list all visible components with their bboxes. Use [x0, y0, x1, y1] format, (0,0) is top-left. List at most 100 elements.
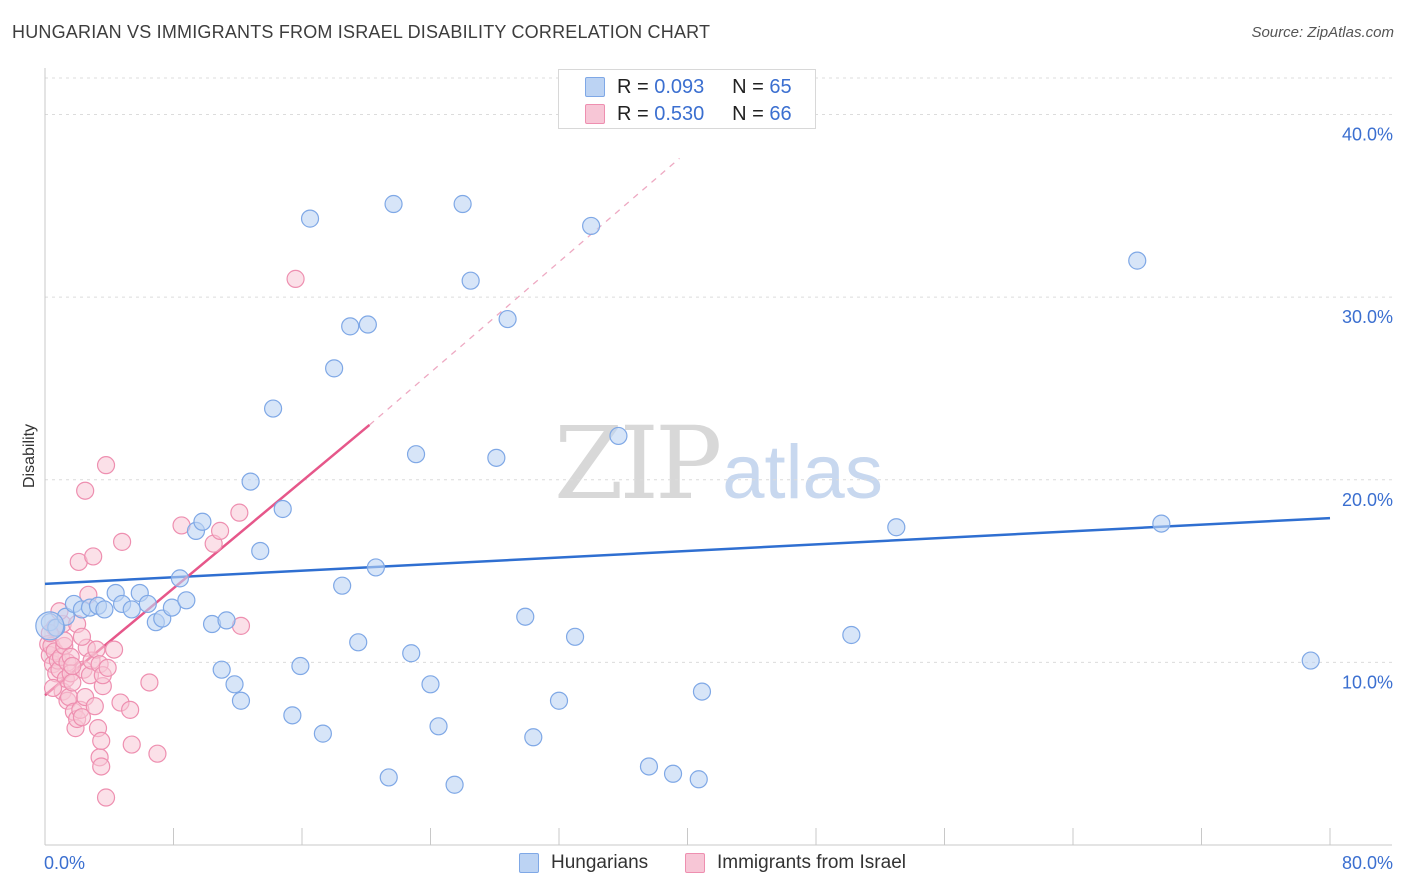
legend-label: Immigrants from Israel: [717, 852, 906, 873]
point-israel: [43, 678, 63, 698]
point-hungarian: [170, 569, 190, 588]
legend-swatch-pink: [585, 104, 605, 124]
point-hungarian: [384, 194, 403, 214]
y-tick-label: 10.0%: [1342, 672, 1393, 692]
data-points: [35, 194, 1320, 807]
watermark: ZIPatlas: [554, 405, 883, 522]
point-hungarian: [498, 309, 517, 329]
point-hungarian: [300, 209, 320, 228]
point-hungarian: [461, 271, 480, 290]
point-israel: [122, 735, 141, 754]
x-tick-label: 80.0%: [1342, 853, 1393, 873]
point-hungarian: [887, 518, 906, 537]
point-hungarian: [263, 399, 283, 418]
point-hungarian: [689, 770, 708, 789]
y-tick-label: 40.0%: [1342, 125, 1393, 145]
legend-item-hungarians: Hungarians: [519, 852, 648, 874]
point-hungarian: [639, 757, 659, 776]
n-label: N =: [732, 75, 764, 98]
point-hungarian: [341, 317, 360, 336]
point-hungarian: [692, 682, 712, 701]
legend-item-israel: Immigrants from Israel: [685, 852, 906, 874]
point-hungarian: [241, 472, 260, 491]
r-value: 0.093: [654, 75, 705, 98]
point-israel: [76, 481, 95, 500]
point-hungarian: [217, 611, 236, 630]
n-label: N =: [732, 102, 764, 125]
y-axis-label: Disability: [21, 424, 38, 488]
correlation-legend: R = 0.093 N = 65 R = 0.530 N = 66: [558, 69, 816, 129]
point-hungarian: [549, 691, 569, 710]
point-hungarian: [325, 359, 344, 378]
point-israel: [96, 456, 116, 475]
watermark-zip: ZIP: [554, 405, 722, 522]
point-hungarian: [333, 576, 352, 595]
point-hungarian: [379, 768, 398, 787]
point-israel: [72, 627, 92, 646]
point-hungarian: [273, 499, 292, 519]
trend-lines: [44, 157, 1331, 697]
legend-text: R = 0.093 N = 65: [617, 76, 792, 99]
source-label: Source: ZipAtlas.com: [1251, 24, 1394, 41]
n-value: 65: [769, 75, 792, 98]
point-hungarian: [162, 598, 181, 617]
point-hungarian: [291, 656, 310, 676]
point-hungarian: [225, 675, 244, 694]
point-hungarian: [516, 607, 535, 626]
r-label: R =: [617, 75, 649, 98]
point-israel: [286, 269, 305, 288]
point-israel: [230, 503, 249, 522]
point-israel: [85, 697, 104, 716]
r-value: 0.530: [654, 102, 705, 125]
point-hungarian: [1128, 251, 1147, 270]
point-hungarian: [231, 691, 251, 710]
point-hungarian: [582, 216, 601, 236]
chart-title: HUNGARIAN VS IMMIGRANTS FROM ISRAEL DISA…: [12, 22, 711, 42]
legend-swatch-blue: [519, 853, 539, 873]
point-israel: [104, 640, 124, 659]
point-hungarian: [122, 600, 141, 619]
point-hungarian: [406, 445, 426, 464]
point-hungarian: [138, 594, 157, 614]
point-israel: [112, 532, 132, 551]
point-hungarian: [402, 644, 421, 663]
point-israel: [210, 521, 230, 540]
point-israel: [96, 788, 116, 807]
legend-text: R = 0.530 N = 66: [617, 103, 792, 126]
x-tick-label: 0.0%: [44, 853, 85, 873]
point-hungarian: [609, 426, 628, 446]
point-hungarian: [193, 512, 212, 531]
point-hungarian: [663, 764, 683, 783]
point-hungarian: [366, 558, 385, 577]
r-label: R =: [617, 102, 649, 125]
axes: [44, 68, 1392, 846]
point-hungarian: [842, 625, 861, 645]
point-israel: [72, 708, 92, 727]
point-israel: [98, 658, 117, 677]
point-hungarian: [1301, 651, 1320, 670]
point-hungarian: [95, 600, 114, 619]
point-hungarian: [283, 706, 302, 725]
point-hungarian: [1152, 514, 1171, 533]
point-hungarian: [177, 591, 196, 610]
series-legend: Hungarians Immigrants from Israel: [0, 852, 1406, 878]
trendline-israel-extension: [369, 157, 680, 426]
y-tick-label: 20.0%: [1342, 490, 1393, 510]
point-hungarian: [421, 675, 440, 694]
point-hungarian: [358, 315, 377, 334]
point-hungarian: [487, 448, 506, 467]
point-hungarian: [429, 717, 448, 736]
tick-labels: 10.0% 20.0% 30.0% 40.0% 0.0% 80.0%: [44, 125, 1393, 873]
legend-swatch-pink: [685, 853, 705, 873]
point-hungarian-cluster: [35, 611, 65, 641]
point-israel: [121, 700, 140, 719]
point-hungarian: [251, 541, 270, 561]
point-israel: [92, 757, 111, 776]
point-israel: [84, 547, 103, 566]
point-israel: [63, 656, 82, 676]
point-israel: [148, 744, 167, 763]
trendline-hungarians: [44, 516, 1331, 586]
point-hungarian: [524, 728, 543, 747]
point-hungarian: [349, 633, 368, 652]
